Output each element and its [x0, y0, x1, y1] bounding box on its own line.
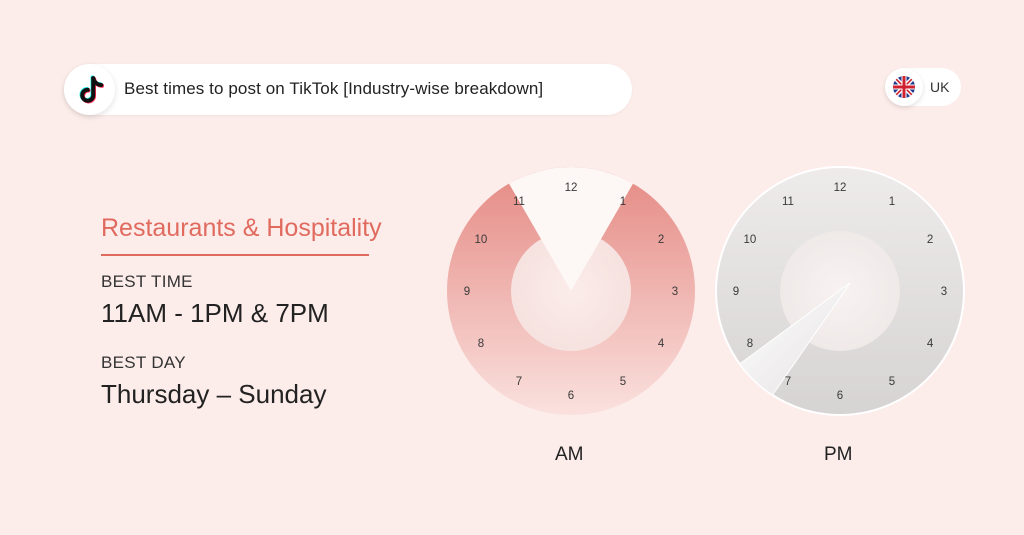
clock-number-1: 1: [620, 196, 626, 208]
clock-number-4: 4: [927, 338, 934, 350]
title-underline: [101, 254, 369, 256]
clock-number-8: 8: [747, 338, 753, 350]
clock-number-5: 5: [620, 376, 626, 388]
clock-number-3: 3: [672, 286, 678, 298]
industry-title: Restaurants & Hospitality: [101, 214, 382, 242]
clock-number-4: 4: [658, 338, 665, 350]
clock-number-7: 7: [516, 376, 522, 388]
region-label: UK: [930, 79, 950, 95]
best-day-label: BEST DAY: [101, 353, 186, 372]
clock-number-11: 11: [782, 196, 794, 208]
clock-number-11: 11: [513, 196, 525, 208]
best-time-value: 11AM - 1PM & 7PM: [101, 298, 329, 328]
clock-number-5: 5: [889, 376, 895, 388]
best-day-value: Thursday – Sunday: [101, 379, 327, 409]
page-title: Best times to post on TikTok [Industry-w…: [124, 79, 544, 98]
clock-number-1: 1: [889, 196, 895, 208]
clock-number-3: 3: [941, 286, 947, 298]
clock-number-2: 2: [658, 234, 664, 246]
tiktok-logo-icon: [64, 64, 115, 115]
clock-number-6: 6: [568, 390, 574, 402]
clock-number-12: 12: [834, 182, 847, 194]
clock-number-9: 9: [464, 286, 470, 298]
am-label: AM: [555, 444, 584, 465]
clock-number-12: 12: [565, 182, 578, 194]
am-highlight-wedge: [509, 166, 633, 291]
clock-number-7: 7: [785, 376, 791, 388]
clock-number-2: 2: [927, 234, 933, 246]
pm-highlight-needle: [739, 282, 851, 396]
pm-label: PM: [824, 444, 853, 465]
clock-number-10: 10: [475, 234, 488, 246]
header-bar: Best times to post on TikTok [Industry-w…: [64, 64, 632, 115]
clock-number-9: 9: [733, 286, 739, 298]
best-time-label: BEST TIME: [101, 272, 193, 291]
clock-number-10: 10: [744, 234, 757, 246]
clock-number-6: 6: [837, 390, 843, 402]
region-selector[interactable]: UK: [885, 68, 961, 106]
clock-number-8: 8: [478, 338, 484, 350]
uk-flag-icon: [885, 68, 923, 106]
